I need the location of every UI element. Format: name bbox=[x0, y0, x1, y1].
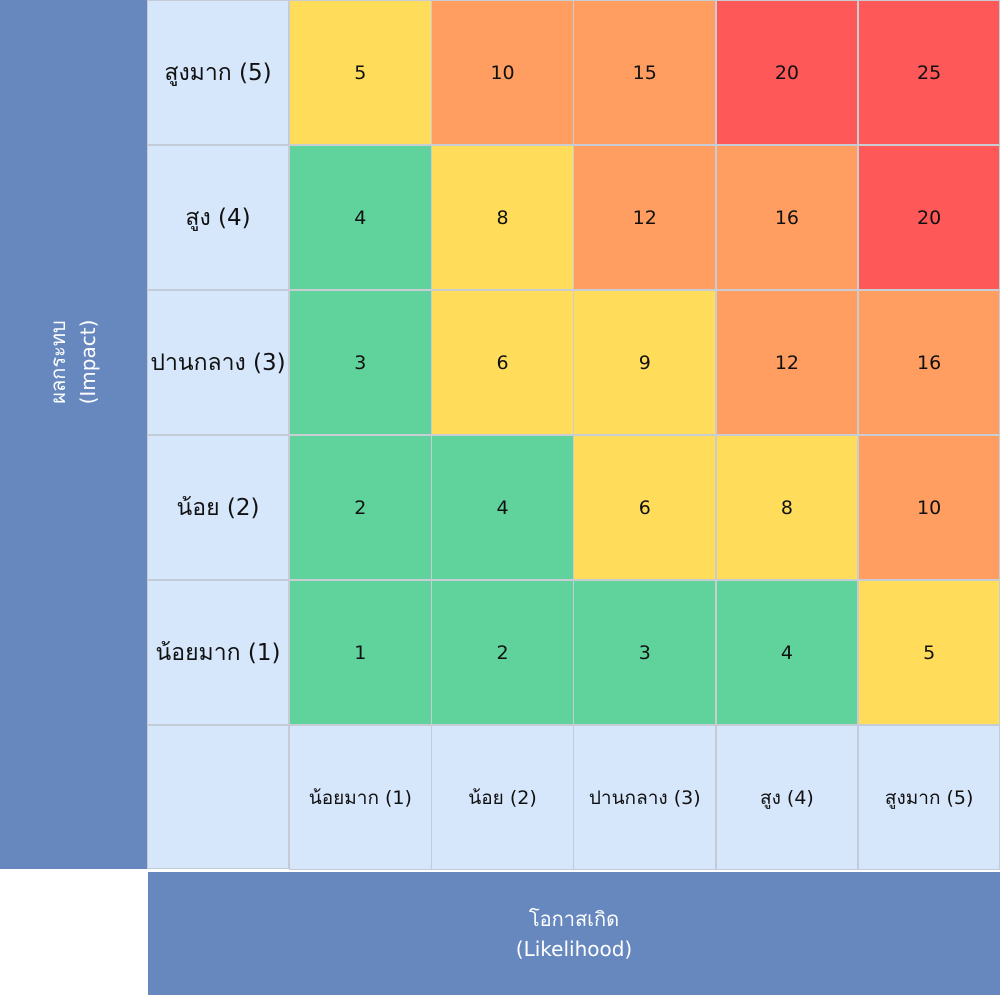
row-label-5: สูงมาก (5) bbox=[147, 0, 289, 145]
likelihood-axis-title-en: (Likelihood) bbox=[515, 936, 633, 961]
risk-cell-impact3-likelihood3: 9 bbox=[573, 290, 717, 435]
impact-axis-title: ผลกระทบ (Impact) bbox=[43, 320, 103, 405]
column-label-4: สูง (4) bbox=[715, 725, 859, 870]
likelihood-axis-banner: โอกาสเกิด (Likelihood) bbox=[148, 872, 1000, 995]
impact-axis-banner: ผลกระทบ (Impact) bbox=[0, 0, 147, 869]
risk-cell-impact2-likelihood3: 6 bbox=[573, 435, 717, 580]
risk-cell-impact2-likelihood2: 4 bbox=[431, 435, 574, 580]
row-label-4: สูง (4) bbox=[147, 145, 289, 290]
risk-cell-impact1-likelihood1: 1 bbox=[289, 580, 432, 725]
row-label-2: น้อย (2) bbox=[147, 435, 289, 580]
column-label-2: น้อย (2) bbox=[431, 725, 574, 870]
risk-cell-impact3-likelihood4: 12 bbox=[715, 290, 859, 435]
risk-cell-impact4-likelihood4: 16 bbox=[715, 145, 859, 290]
impact-axis-title-th: ผลกระทบ bbox=[46, 320, 70, 404]
risk-cell-impact1-likelihood4: 4 bbox=[715, 580, 859, 725]
risk-cell-impact4-likelihood3: 12 bbox=[573, 145, 717, 290]
risk-cell-impact3-likelihood5: 16 bbox=[857, 290, 1000, 435]
risk-cell-impact5-likelihood3: 15 bbox=[573, 0, 717, 145]
risk-cell-impact2-likelihood4: 8 bbox=[715, 435, 859, 580]
risk-cell-impact3-likelihood1: 3 bbox=[289, 290, 432, 435]
column-label-1: น้อยมาก (1) bbox=[289, 725, 432, 870]
impact-axis-title-en: (Impact) bbox=[76, 319, 100, 405]
likelihood-axis-title-th: โอกาสเกิด bbox=[528, 906, 620, 931]
risk-cell-impact5-likelihood5: 25 bbox=[857, 0, 1000, 145]
risk-cell-impact1-likelihood2: 2 bbox=[431, 580, 574, 725]
risk-cell-impact4-likelihood1: 4 bbox=[289, 145, 432, 290]
risk-cell-impact5-likelihood2: 10 bbox=[431, 0, 574, 145]
risk-cell-impact2-likelihood1: 2 bbox=[289, 435, 432, 580]
risk-cell-impact3-likelihood2: 6 bbox=[431, 290, 574, 435]
risk-cell-impact5-likelihood1: 5 bbox=[289, 0, 432, 145]
column-label-5: สูงมาก (5) bbox=[857, 725, 1000, 870]
risk-cell-impact4-likelihood5: 20 bbox=[857, 145, 1000, 290]
row-label-3: ปานกลาง (3) bbox=[147, 290, 289, 435]
risk-cell-impact4-likelihood2: 8 bbox=[431, 145, 574, 290]
risk-cell-impact5-likelihood4: 20 bbox=[715, 0, 859, 145]
column-label-3: ปานกลาง (3) bbox=[573, 725, 717, 870]
corner-cell bbox=[147, 725, 289, 869]
row-label-1: น้อยมาก (1) bbox=[147, 580, 289, 725]
risk-cell-impact1-likelihood5: 5 bbox=[857, 580, 1000, 725]
risk-cell-impact2-likelihood5: 10 bbox=[857, 435, 1000, 580]
risk-cell-impact1-likelihood3: 3 bbox=[573, 580, 717, 725]
